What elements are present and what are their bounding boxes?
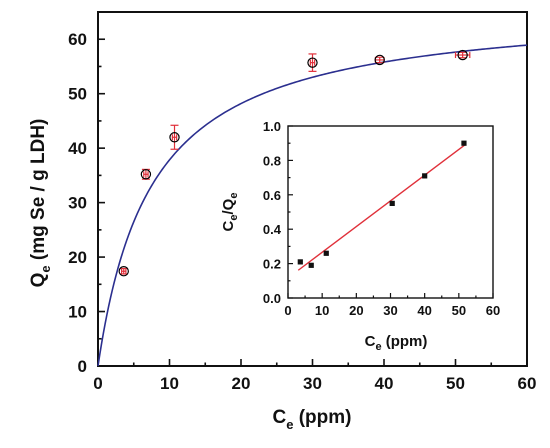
main-y-tick-label: 30 (68, 194, 87, 213)
inset-y-tick-label: 0.8 (263, 153, 281, 168)
main-x-tick-label: 10 (160, 374, 179, 393)
inset-data-point (422, 173, 428, 179)
main-x-tick-label: 0 (93, 374, 102, 393)
main-x-tick-label: 50 (446, 374, 465, 393)
inset-x-tick-label: 10 (315, 303, 329, 318)
inset-y-tick-label: 0.0 (263, 291, 281, 306)
inset-data-point (308, 262, 314, 268)
main-x-axis-title: Ce (ppm) (272, 407, 351, 432)
inset-data-point (323, 250, 329, 256)
main-data-point (169, 132, 180, 143)
main-y-tick-label: 60 (68, 30, 87, 49)
main-x-tick-label: 60 (518, 374, 537, 393)
main-x-tick-label: 30 (303, 374, 322, 393)
inset-x-tick-label: 40 (417, 303, 431, 318)
main-y-tick-label: 10 (68, 303, 87, 322)
main-x-tick-label: 20 (232, 374, 251, 393)
main-x-tick-label: 40 (375, 374, 394, 393)
inset-y-axis-title: Ce/Qe (220, 193, 240, 232)
main-data-point (374, 54, 385, 66)
inset-data-point (389, 200, 395, 206)
main-data-point (457, 49, 468, 61)
inset-x-tick-label: 0 (284, 303, 291, 318)
main-y-tick-label: 40 (68, 139, 87, 158)
main-y-axis-title: Qe (mg Se / g LDH) (28, 119, 53, 288)
inset-data-point (297, 259, 303, 265)
inset-x-tick-label: 30 (383, 303, 397, 318)
inset-linear-fit-line (297, 143, 467, 271)
main-y-tick-label: 50 (68, 85, 87, 104)
inset-x-tick-label: 20 (349, 303, 363, 318)
inset-y-tick-label: 1.0 (263, 119, 281, 134)
inset-x-tick-label: 50 (452, 303, 466, 318)
inset-y-tick-label: 0.4 (263, 222, 282, 237)
inset-background (288, 126, 493, 298)
inset-plot: 0 10 20 30 40 50 60 0.0 0.2 0.4 0.6 0.8 1.0 (263, 119, 500, 318)
inset-x-tick-label: 60 (486, 303, 500, 318)
inset-data-point (461, 140, 467, 146)
inset-points (297, 140, 467, 268)
inset-y-tick-label: 0.6 (263, 188, 281, 203)
inset-lines (297, 143, 467, 271)
main-y-tick-label: 20 (68, 248, 87, 267)
main-data-point (118, 266, 129, 277)
inset-y-tick-label: 0.2 (263, 257, 281, 272)
main-points (118, 49, 471, 277)
main-data-point (140, 169, 152, 180)
main-y-tick-label: 0 (78, 357, 87, 376)
inset-x-axis-title: Ce (ppm) (365, 333, 428, 353)
main-data-point (307, 57, 318, 68)
main-plot: 0 10 20 30 40 50 60 0 10 20 30 40 50 60 (68, 11, 537, 393)
